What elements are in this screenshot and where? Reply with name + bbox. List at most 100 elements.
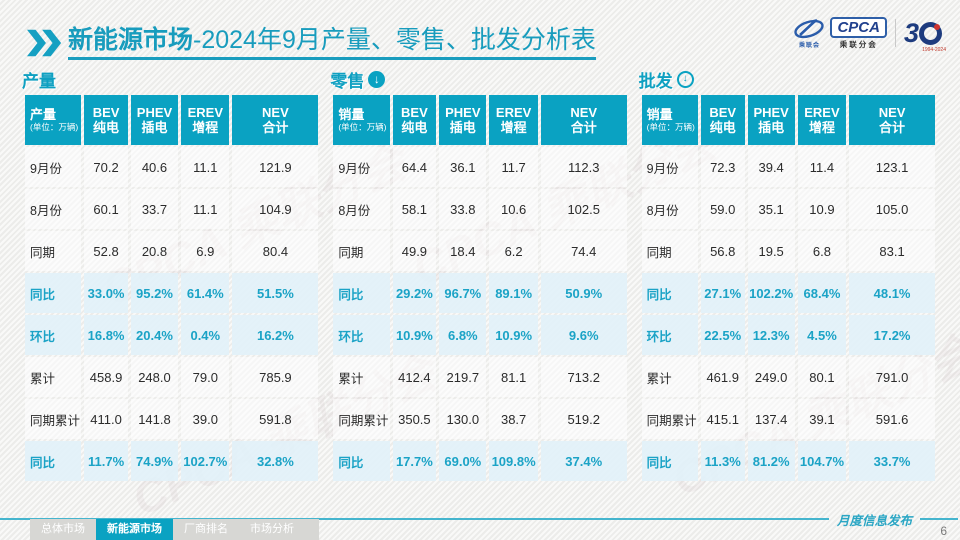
value-cell: 121.9 (232, 147, 319, 187)
anniversary-30-logo: 3 1994-2024 (904, 19, 946, 53)
data-table: 产量 (单位：万辆) BEV 纯电 PHEV 插电 EREV 增程 NEV 合计 9月份 70.2 40… (22, 93, 321, 483)
row-label: 累计 (25, 357, 82, 397)
table-row: 累计 461.9 249.0 80.1 791.0 (641, 357, 935, 397)
value-cell: 64.4 (392, 147, 437, 187)
row-label: 同期累计 (25, 399, 82, 439)
value-cell: 9.6% (540, 315, 627, 355)
production-section-head: 产量 ↓ (22, 68, 321, 91)
value-cell: 33.8 (439, 189, 487, 229)
page-number: 6 (940, 524, 947, 538)
value-cell: 89.1% (489, 273, 538, 313)
nav-tab-1[interactable]: 总体市场 (30, 519, 96, 540)
nav-tab-tail (305, 519, 319, 540)
value-cell: 74.9% (130, 441, 179, 481)
value-cell: 461.9 (700, 357, 745, 397)
value-cell: 32.8% (232, 441, 319, 481)
column-header-cell: PHEV 插电 (130, 95, 179, 145)
data-table: 销量 (单位：万辆) BEV 纯电 PHEV 插电 EREV 增程 NEV 合计 9月份 72.3 39… (639, 93, 938, 483)
value-cell: 39.0 (181, 399, 230, 439)
table-row: 8月份 58.1 33.8 10.6 102.5 (333, 189, 627, 229)
value-cell: 16.2% (232, 315, 319, 355)
table-row: 同期 52.8 20.8 6.9 80.4 (25, 231, 319, 271)
value-cell: 6.2 (489, 231, 538, 271)
value-cell: 37.4% (540, 441, 627, 481)
row-label: 同比 (641, 273, 698, 313)
value-cell: 17.7% (392, 441, 437, 481)
nav-tab-3[interactable]: 厂商排名 (173, 519, 239, 540)
table-row: 累计 458.9 248.0 79.0 785.9 (25, 357, 319, 397)
table-row: 同期 49.9 18.4 6.2 74.4 (333, 231, 627, 271)
value-cell: 39.1 (797, 399, 847, 439)
table-row: 同期累计 411.0 141.8 39.0 591.8 (25, 399, 319, 439)
wholesale-section-head: 批发 ↓ (639, 68, 938, 91)
value-cell: 81.1 (489, 357, 538, 397)
value-cell: 12.3% (747, 315, 795, 355)
value-cell: 112.3 (540, 147, 627, 187)
row-label: 同比 (641, 441, 698, 481)
value-cell: 52.8 (84, 231, 128, 271)
nav-tab-2[interactable]: 新能源市场 (96, 519, 173, 540)
column-header-cell: BEV 纯电 (392, 95, 437, 145)
publish-label: 月度信息发布 (836, 513, 912, 528)
cpca-subtitle: 乘联分会 (839, 39, 878, 49)
logo-divider (894, 19, 896, 47)
value-cell: 412.4 (392, 357, 437, 397)
value-cell: 56.8 (700, 231, 745, 271)
value-cell: 4.5% (797, 315, 847, 355)
value-cell: 74.4 (540, 231, 627, 271)
value-cell: 11.1 (181, 189, 230, 229)
table-row: 环比 22.5% 12.3% 4.5% 17.2% (641, 315, 935, 355)
column-header-en: NEV (570, 105, 598, 120)
value-cell: 33.0% (84, 273, 128, 313)
value-cell: 130.0 (439, 399, 487, 439)
column-header-en: BEV (709, 105, 737, 120)
row-label: 环比 (25, 315, 82, 355)
value-cell: 10.6 (489, 189, 538, 229)
value-cell: 95.2% (130, 273, 179, 313)
row-label: 环比 (333, 315, 390, 355)
column-header-cell: NEV 合计 (849, 95, 935, 145)
value-cell: 58.1 (392, 189, 437, 229)
slide-header: 新能源市场-2024年9月产量、零售、批发分析表 乘联会 CPCA 乘联分会 (0, 0, 960, 64)
column-header-cn: 纯电 (401, 120, 428, 135)
value-cell: 104.7% (797, 441, 847, 481)
value-cell: 11.3% (700, 441, 745, 481)
value-cell: 458.9 (84, 357, 128, 397)
corner-header-cell: 销量 (单位：万辆) (333, 95, 390, 145)
value-cell: 36.1 (439, 147, 487, 187)
value-cell: 68.4% (797, 273, 847, 313)
value-cell: 69.0% (439, 441, 487, 481)
value-cell: 415.1 (700, 399, 745, 439)
value-cell: 10.9 (797, 189, 847, 229)
value-cell: 6.8% (439, 315, 487, 355)
row-label: 同期累计 (641, 399, 698, 439)
column-header-cn: 增程 (808, 120, 835, 135)
cpca-acronym: CPCA (830, 16, 887, 38)
column-header-cell: EREV 增程 (797, 95, 847, 145)
page-title-bold: 新能源市场 (68, 26, 194, 54)
column-header-en: NEV (262, 105, 289, 120)
down-arrow-icon: ↓ (676, 70, 694, 88)
table-row: 同比 27.1% 102.2% 68.4% 48.1% (641, 273, 935, 313)
table-row: 同期累计 350.5 130.0 38.7 519.2 (333, 399, 627, 439)
row-label: 累计 (641, 357, 698, 397)
anniversary-ring-icon (919, 22, 942, 45)
production-table-block: 产量 ↓ 产量(单位：万辆)BEV纯电PHEV插电EREV增程NEV合计9月份7… (22, 68, 321, 483)
value-cell: 33.7 (130, 189, 179, 229)
value-cell: 105.0 (849, 189, 935, 229)
column-header-cell: PHEV 插电 (747, 95, 795, 145)
value-cell: 11.4 (797, 147, 847, 187)
footer-rule-line (0, 518, 829, 520)
column-header-en: PHEV (136, 105, 173, 120)
column-header-cell: EREV 增程 (489, 95, 538, 145)
value-cell: 104.9 (232, 189, 319, 229)
nav-tab-4[interactable]: 市场分析 (239, 519, 305, 540)
footer-rule: 月度信息发布 (0, 513, 960, 528)
wholesale-table-block: 批发 ↓ 销量 (单位：万辆) BEV 纯电 PHEV 插电 EREV 增程 NEV 合计 9月份 7… (639, 68, 938, 483)
cpca-wordmark: CPCA 乘联分会 (830, 16, 887, 50)
value-cell: 591.6 (849, 399, 935, 439)
value-cell: 51.5% (232, 273, 319, 313)
value-cell: 219.7 (439, 357, 487, 397)
column-header-cell: NEV 合计 (232, 95, 319, 145)
table-row: 9月份 64.4 36.1 11.7 112.3 (333, 147, 627, 187)
